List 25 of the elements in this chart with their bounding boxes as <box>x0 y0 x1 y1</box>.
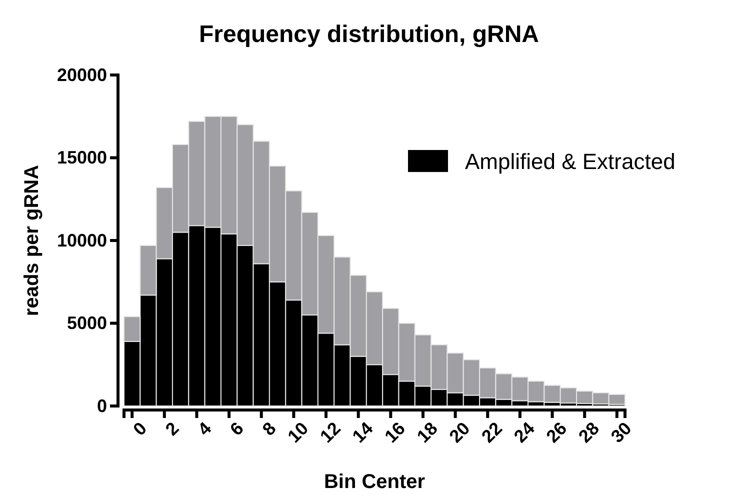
x-tick-label: 28 <box>574 418 604 447</box>
x-tick-label: 14 <box>348 418 377 447</box>
x-tick-label: 16 <box>380 418 410 447</box>
y-tick-label: 0 <box>96 396 107 416</box>
y-tick-label: 15000 <box>56 148 107 168</box>
x-tick-label: 22 <box>478 418 506 447</box>
x-tick-label: 10 <box>284 418 312 447</box>
chart-title: Frequency distribution, gRNA <box>198 21 540 48</box>
x-tick-label: 20 <box>445 418 474 447</box>
x-tick-label: 24 <box>510 418 538 447</box>
x-tick-label: 4 <box>194 418 216 440</box>
x-tick-label: 26 <box>542 418 571 447</box>
legend-label: Amplified & Extracted <box>465 149 676 174</box>
x-tick-label: 0 <box>129 418 151 440</box>
y-axis-title: reads per gRNA <box>21 164 43 316</box>
y-tick-label: 10000 <box>56 230 107 250</box>
x-tick-label: 8 <box>258 418 280 440</box>
x-tick-label: 6 <box>226 418 248 440</box>
x-tick-label: 12 <box>316 418 344 447</box>
y-tick-label: 20000 <box>56 64 107 85</box>
x-tick-label: 2 <box>162 418 183 440</box>
x-axis-title: Bin Center <box>324 471 426 493</box>
x-tick-label: 30 <box>607 418 636 447</box>
x-tick-label: 18 <box>413 418 442 447</box>
y-tick-label: 5000 <box>66 313 107 334</box>
